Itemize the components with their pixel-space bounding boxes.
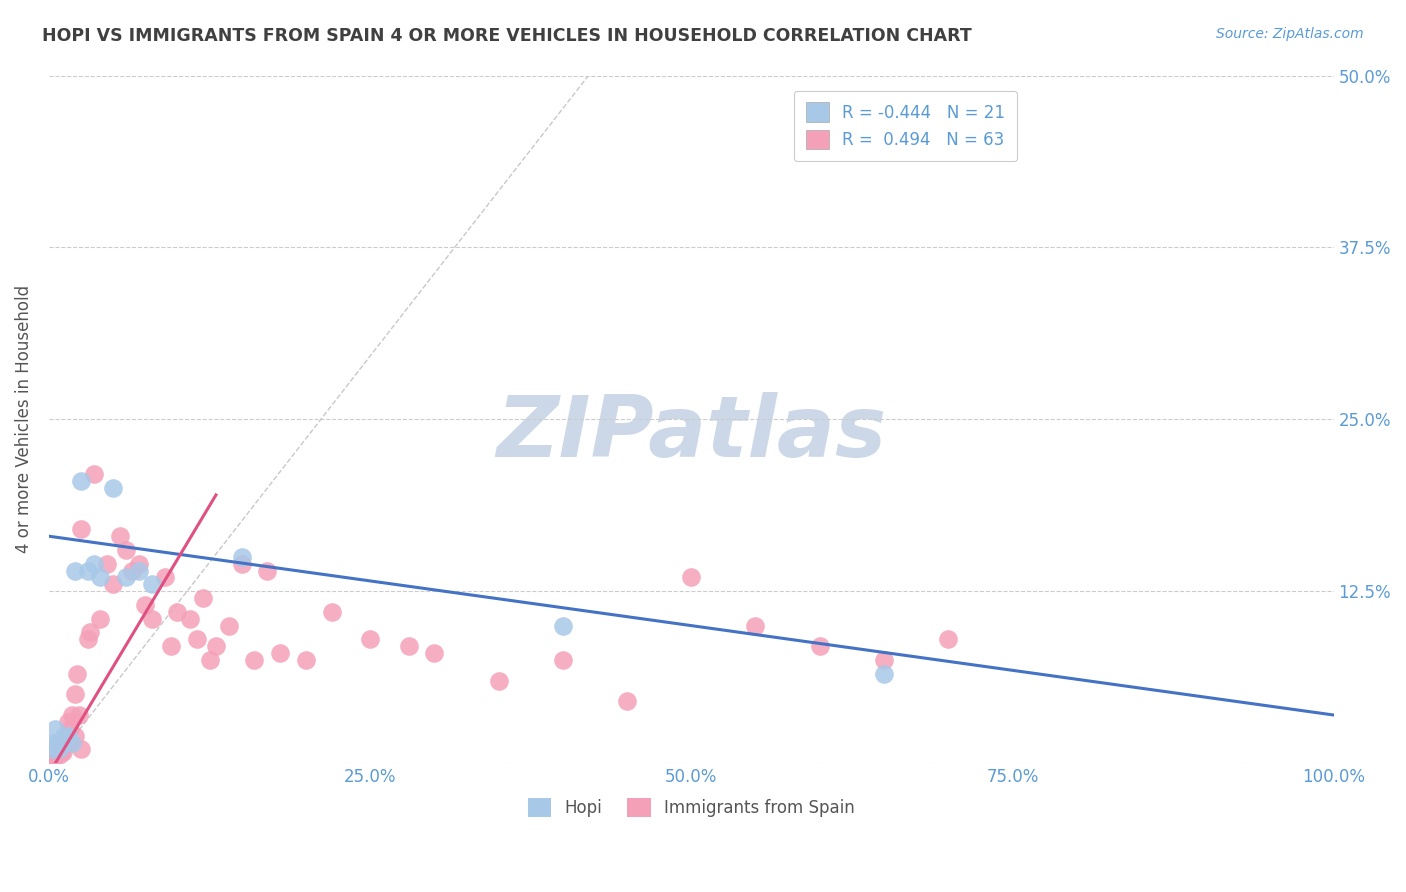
Point [115, 543, 138, 558]
Point [488, 673, 510, 688]
Point [70, 522, 93, 536]
Point [141, 612, 163, 626]
Point [76, 564, 98, 578]
Point [79, 625, 101, 640]
Point [359, 632, 381, 647]
Point [46, 742, 69, 756]
Point [808, 639, 831, 653]
Point [67, 708, 90, 723]
Point [936, 632, 959, 647]
Point [551, 653, 574, 667]
Point [295, 653, 318, 667]
Point [58, 722, 80, 736]
Point [83, 557, 105, 571]
Point [873, 666, 896, 681]
Point [51, 735, 73, 749]
Point [551, 618, 574, 632]
Point [744, 618, 766, 632]
Point [42, 742, 65, 756]
Point [45, 735, 67, 749]
Point [128, 564, 150, 578]
Point [873, 653, 896, 667]
Y-axis label: 4 or more Vehicles in Household: 4 or more Vehicles in Household [15, 285, 32, 553]
Point [58, 735, 80, 749]
Point [48, 747, 70, 762]
Point [63, 564, 86, 578]
Point [89, 570, 111, 584]
Point [121, 564, 143, 578]
Point [108, 529, 131, 543]
Point [48, 742, 70, 756]
Point [70, 742, 93, 756]
Point [103, 577, 125, 591]
Text: ZIPatlas: ZIPatlas [496, 392, 886, 475]
Point [70, 474, 93, 488]
Point [141, 577, 163, 591]
Point [166, 605, 188, 619]
Point [44, 749, 66, 764]
Point [231, 549, 253, 564]
Point [53, 735, 76, 749]
Point [66, 666, 89, 681]
Text: HOPI VS IMMIGRANTS FROM SPAIN 4 OR MORE VEHICLES IN HOUSEHOLD CORRELATION CHART: HOPI VS IMMIGRANTS FROM SPAIN 4 OR MORE … [42, 27, 972, 45]
Point [52, 745, 75, 759]
Point [42, 747, 65, 762]
Point [128, 557, 150, 571]
Point [53, 729, 76, 743]
Point [191, 591, 214, 606]
Point [42, 735, 65, 749]
Point [63, 729, 86, 743]
Point [45, 745, 67, 759]
Point [44, 739, 66, 754]
Point [58, 729, 80, 743]
Point [51, 735, 73, 749]
Point [243, 653, 266, 667]
Point [42, 742, 65, 756]
Point [83, 467, 105, 482]
Point [321, 605, 343, 619]
Point [186, 632, 208, 647]
Point [616, 694, 638, 708]
Point [55, 729, 77, 743]
Point [423, 646, 446, 660]
Point [153, 570, 176, 584]
Point [205, 639, 228, 653]
Point [89, 612, 111, 626]
Point [160, 639, 183, 653]
Point [198, 653, 221, 667]
Legend: Hopi, Immigrants from Spain: Hopi, Immigrants from Spain [522, 791, 862, 823]
Point [60, 735, 83, 749]
Text: Source: ZipAtlas.com: Source: ZipAtlas.com [1216, 27, 1364, 41]
Point [96, 557, 118, 571]
Point [60, 708, 83, 723]
Point [42, 745, 65, 759]
Point [256, 564, 278, 578]
Point [58, 714, 80, 729]
Point [398, 639, 420, 653]
Point [681, 570, 703, 584]
Point [63, 687, 86, 701]
Point [49, 745, 72, 759]
Point [76, 632, 98, 647]
Point [231, 557, 253, 571]
Point [51, 742, 73, 756]
Point [179, 612, 201, 626]
Point [218, 618, 240, 632]
Point [115, 570, 138, 584]
Point [44, 722, 66, 736]
Point [103, 481, 125, 495]
Point [41, 749, 63, 764]
Point [269, 646, 291, 660]
Point [134, 598, 156, 612]
